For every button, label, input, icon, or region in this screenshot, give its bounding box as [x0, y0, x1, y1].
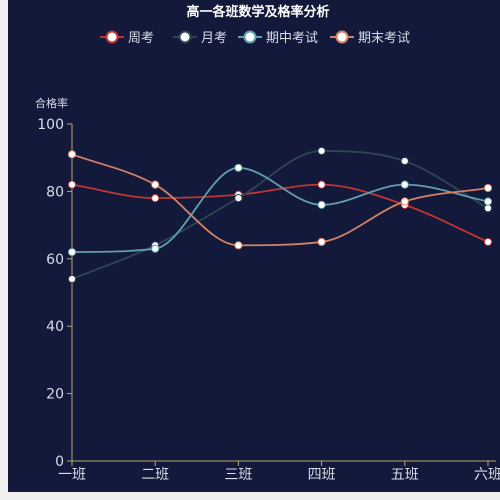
- chart-title: 高一各班数学及格率分析: [186, 4, 329, 20]
- data-point[interactable]: [483, 197, 493, 206]
- legend-swatch: [243, 30, 257, 44]
- legend-label: 期末考试: [358, 31, 410, 46]
- data-point[interactable]: [67, 274, 77, 284]
- axes: 0 20 40 60 80 100 一班 二班 三班 四班 五班 六班: [37, 117, 500, 483]
- legend-label: 期中考试: [266, 31, 318, 46]
- data-point[interactable]: [483, 204, 493, 213]
- y-tick-label: 100: [37, 117, 64, 133]
- legend-item[interactable]: 期末考试: [330, 30, 410, 46]
- data-point[interactable]: [234, 241, 243, 250]
- series-0: [67, 180, 493, 247]
- legend-label: 月考: [201, 31, 227, 46]
- chart-panel: 高一各班数学及格率分析 周考 月考 期中考试 期末考试 合格率 0 20 40 60 80 10…: [8, 0, 500, 492]
- x-tick-label: 三班: [224, 467, 252, 483]
- data-point[interactable]: [151, 194, 160, 203]
- series-line: [71, 166, 489, 253]
- y-tick-label: 0: [55, 454, 64, 470]
- series-line: [71, 183, 489, 243]
- line-chart: 高一各班数学及格率分析 周考 月考 期中考试 期末考试 合格率 0 20 40 60 80 10…: [35, 4, 500, 483]
- data-point[interactable]: [483, 237, 493, 247]
- data-point[interactable]: [317, 237, 326, 247]
- series-3: [67, 150, 493, 250]
- x-tick-label: 五班: [391, 467, 419, 483]
- legend-swatch: [178, 30, 192, 44]
- data-point[interactable]: [234, 163, 243, 172]
- x-tick-label: 二班: [141, 467, 169, 483]
- data-point[interactable]: [483, 183, 493, 193]
- x-tick-label: 一班: [58, 467, 86, 483]
- y-tick-label: 40: [46, 319, 64, 335]
- x-tick-label: 四班: [308, 467, 336, 483]
- legend-item[interactable]: 期中考试: [238, 30, 318, 46]
- y-tick-label: 20: [46, 387, 64, 403]
- data-point[interactable]: [234, 194, 243, 203]
- legend-item[interactable]: 周考: [100, 30, 154, 46]
- data-point[interactable]: [317, 200, 326, 209]
- data-point[interactable]: [151, 244, 160, 253]
- y-tick-label: 60: [46, 252, 64, 268]
- data-point[interactable]: [151, 180, 160, 189]
- data-point[interactable]: [400, 156, 409, 166]
- data-point[interactable]: [400, 197, 409, 206]
- legend-item[interactable]: 月考: [173, 30, 227, 46]
- series-group: [67, 146, 493, 284]
- legend-label: 周考: [128, 31, 154, 46]
- x-tick-label: 六班: [474, 467, 500, 483]
- data-point[interactable]: [317, 146, 326, 156]
- series-2: [67, 163, 493, 257]
- data-point[interactable]: [317, 180, 326, 189]
- data-point[interactable]: [67, 180, 77, 189]
- series-line: [71, 153, 489, 247]
- data-point[interactable]: [67, 247, 77, 257]
- y-tick-label: 80: [46, 184, 64, 200]
- series-line: [71, 150, 489, 280]
- legend: 周考 月考 期中考试 期末考试: [100, 30, 410, 46]
- legend-swatch: [335, 30, 349, 44]
- data-point[interactable]: [400, 180, 409, 189]
- legend-swatch: [105, 30, 119, 44]
- y-axis-label: 合格率: [35, 96, 68, 110]
- data-point[interactable]: [67, 150, 77, 159]
